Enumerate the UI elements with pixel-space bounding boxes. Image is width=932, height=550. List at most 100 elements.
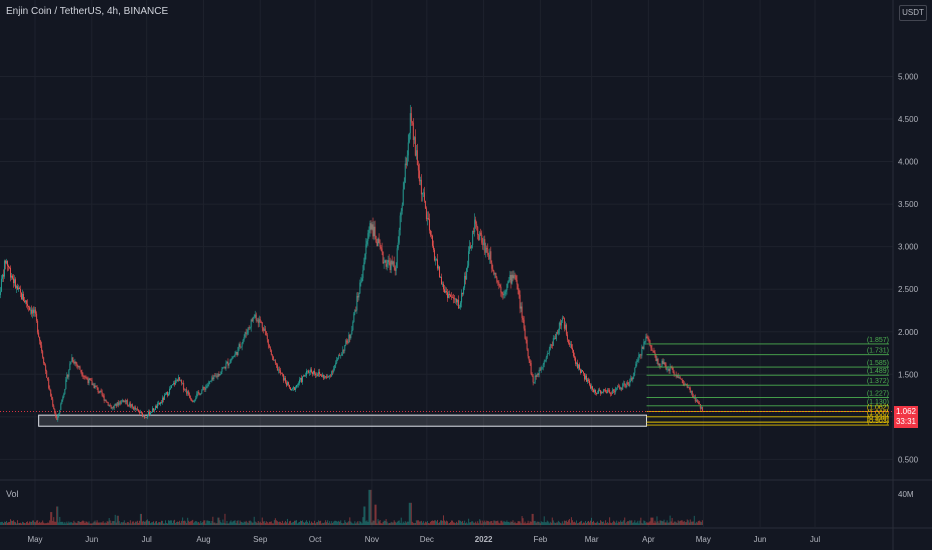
candle-body [442,283,443,285]
candle-body [220,371,222,375]
volume-bar [443,515,444,525]
volume-bar [49,520,51,525]
volume-bar [395,522,397,525]
volume-bar [569,522,571,525]
volume-bar [15,522,16,525]
volume-bar [118,521,120,525]
currency-badge[interactable]: USDT [899,5,927,21]
volume-bar [335,520,337,525]
candle-body [329,375,331,377]
candle-body [337,357,339,360]
candle-body [160,402,161,405]
candle-body [649,340,651,346]
fib-level-label: (0.938) [867,415,889,422]
candle-body [15,279,16,288]
candle-body [563,318,565,329]
candle-body [212,377,214,380]
candle-body [451,296,453,298]
volume-bar [424,521,426,525]
fib-level-label: (1.857) [867,337,889,344]
candle-body [59,409,61,414]
volume-bar [650,517,652,525]
volume-bar [592,521,593,525]
candle-body [474,219,476,233]
volume-bar [263,521,265,525]
volume-bar [296,520,297,525]
candle-body [700,407,702,409]
volume-bar [536,521,538,525]
candle-body [281,373,283,375]
volume-bar [97,522,99,525]
candle-body [333,368,335,372]
candle-body [245,332,247,334]
volume-bar [455,523,457,525]
candle-body [558,322,560,331]
candle-body [348,334,350,344]
volume-bar [599,522,601,525]
volume-bar [460,520,462,525]
candle-body [89,378,91,380]
candle-body [500,286,502,293]
fib-level-label: (1.062) [867,405,889,412]
candle-body [379,243,381,247]
volume-bar [685,522,687,525]
volume-bar [618,521,620,525]
candle-body [581,370,582,373]
volume-bar [679,520,681,525]
candle-body [11,275,12,278]
volume-bar [525,523,527,525]
candle-body [10,267,11,278]
candle-body [195,398,197,400]
symbol-title[interactable]: Enjin Coin / TetherUS, 4h, BINANCE [6,6,169,17]
volume-bar [286,518,288,525]
candle-body [506,283,508,291]
volume-bar [625,523,627,525]
volume-bar [255,522,257,525]
candle-body [0,278,2,292]
volume-bar [627,521,629,525]
volume-bar [165,520,167,525]
volume-bar [640,517,642,525]
volume-bar [407,521,409,525]
volume-bar [277,522,279,525]
volume-bar [203,520,205,525]
volume-bar [161,520,162,525]
candle-body [250,319,252,328]
volume-bar [505,521,507,525]
candle-body [48,379,50,389]
candle-body [388,260,390,263]
volume-bar [253,516,255,525]
candle-body [489,251,491,260]
candle-body [127,405,129,406]
candle-body [63,393,65,398]
volume-bar [151,522,152,525]
candle-body [274,360,276,364]
volume-bar [147,521,149,525]
candle-body [102,395,104,396]
volume-bar [553,522,555,525]
candle-body [583,371,584,374]
candle-body [429,230,431,236]
volume-bar [446,520,447,525]
volume-bar [693,515,695,525]
candle-body [145,417,147,419]
volume-bar [526,522,528,525]
candle-body [479,232,481,241]
candle-body [82,375,84,377]
candle-body [361,278,363,282]
volume-bar [258,522,260,525]
volume-bar [636,522,638,525]
candle-body [161,402,162,403]
volume-bar [415,520,417,525]
volume-bar [129,520,131,525]
volume-bar [544,522,546,525]
volume-bar [377,519,379,525]
volume-bar [535,522,537,525]
volume-bar [353,523,355,525]
volume-bar [181,520,183,525]
candle-body [521,306,523,318]
volume-bar [175,523,177,525]
volume-bar [298,522,299,525]
volume-bar [236,520,238,525]
